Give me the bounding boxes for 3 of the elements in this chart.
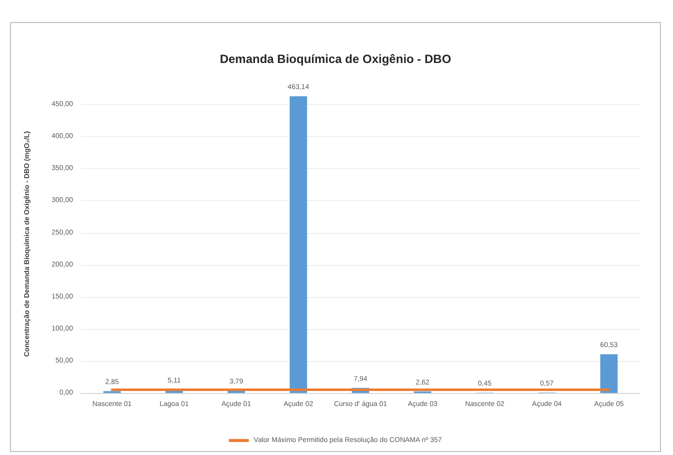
chart-title: Demanda Bioquímica de Oxigênio - DBO: [220, 52, 452, 66]
bar: [600, 354, 618, 393]
bar: [290, 96, 308, 393]
